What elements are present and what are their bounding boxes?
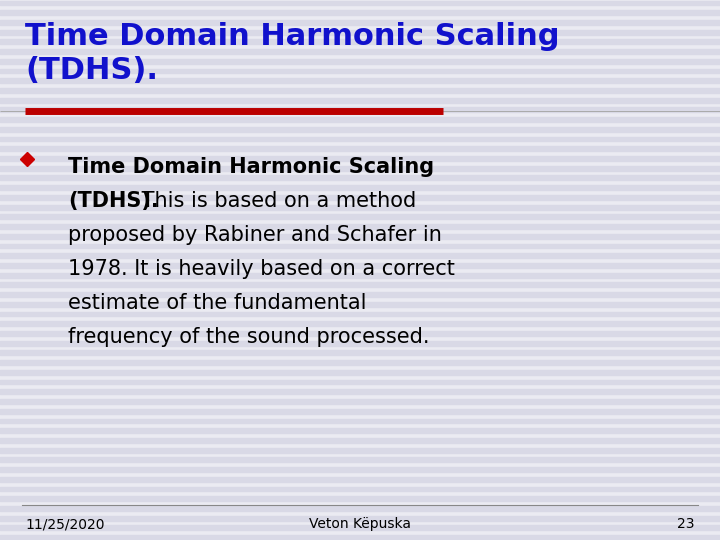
Bar xyxy=(0,69,720,73)
Bar xyxy=(0,516,720,521)
Bar xyxy=(0,39,720,44)
Bar xyxy=(0,302,720,307)
Bar xyxy=(0,185,720,190)
Bar xyxy=(0,525,720,530)
Bar xyxy=(0,535,720,540)
Bar xyxy=(0,341,720,346)
Bar xyxy=(0,448,720,453)
Bar xyxy=(0,1,720,5)
Text: (TDHS).: (TDHS). xyxy=(68,191,159,211)
Text: 11/25/2020: 11/25/2020 xyxy=(25,517,104,531)
Bar xyxy=(0,273,720,278)
Bar xyxy=(0,107,720,112)
Bar xyxy=(0,389,720,394)
Bar xyxy=(0,30,720,35)
Bar xyxy=(0,214,720,219)
Bar xyxy=(0,20,720,25)
Bar xyxy=(0,88,720,93)
Bar xyxy=(0,10,720,15)
Bar xyxy=(0,380,720,384)
Bar xyxy=(0,253,720,258)
Bar xyxy=(0,195,720,200)
Bar xyxy=(0,117,720,122)
Bar xyxy=(0,331,720,336)
Text: Time Domain Harmonic Scaling: Time Domain Harmonic Scaling xyxy=(68,157,435,177)
Bar xyxy=(0,399,720,404)
Bar xyxy=(0,146,720,151)
Bar xyxy=(0,166,720,171)
Bar xyxy=(0,98,720,103)
Bar xyxy=(0,477,720,482)
Bar xyxy=(0,292,720,297)
Bar xyxy=(0,428,720,433)
Bar xyxy=(0,350,720,355)
Text: This is based on a method: This is based on a method xyxy=(135,191,416,211)
Bar xyxy=(0,321,720,326)
Bar xyxy=(0,176,720,180)
Bar xyxy=(0,127,720,132)
Text: Veton Këpuska: Veton Këpuska xyxy=(309,517,411,531)
Bar xyxy=(0,496,720,501)
Bar xyxy=(0,457,720,462)
Text: 23: 23 xyxy=(678,517,695,531)
Bar xyxy=(0,49,720,54)
Bar xyxy=(0,137,720,141)
Bar xyxy=(0,467,720,472)
Bar xyxy=(0,409,720,414)
Bar xyxy=(0,506,720,511)
Bar xyxy=(0,156,720,161)
Text: proposed by Rabiner and Schafer in: proposed by Rabiner and Schafer in xyxy=(68,225,442,245)
Text: Time Domain Harmonic Scaling
(TDHS).: Time Domain Harmonic Scaling (TDHS). xyxy=(25,22,559,85)
Bar xyxy=(0,205,720,210)
Text: estimate of the fundamental: estimate of the fundamental xyxy=(68,293,367,313)
Bar xyxy=(0,312,720,316)
Bar xyxy=(0,360,720,365)
Bar xyxy=(0,224,720,229)
Bar xyxy=(0,59,720,64)
Bar xyxy=(0,370,720,375)
Text: 1978. It is heavily based on a correct: 1978. It is heavily based on a correct xyxy=(68,259,455,279)
Text: frequency of the sound processed.: frequency of the sound processed. xyxy=(68,327,430,347)
Bar xyxy=(0,418,720,423)
Bar xyxy=(0,78,720,83)
Bar xyxy=(0,263,720,268)
Bar xyxy=(0,282,720,287)
Bar xyxy=(0,234,720,239)
Bar xyxy=(0,487,720,491)
Bar xyxy=(0,438,720,443)
Bar xyxy=(0,244,720,248)
